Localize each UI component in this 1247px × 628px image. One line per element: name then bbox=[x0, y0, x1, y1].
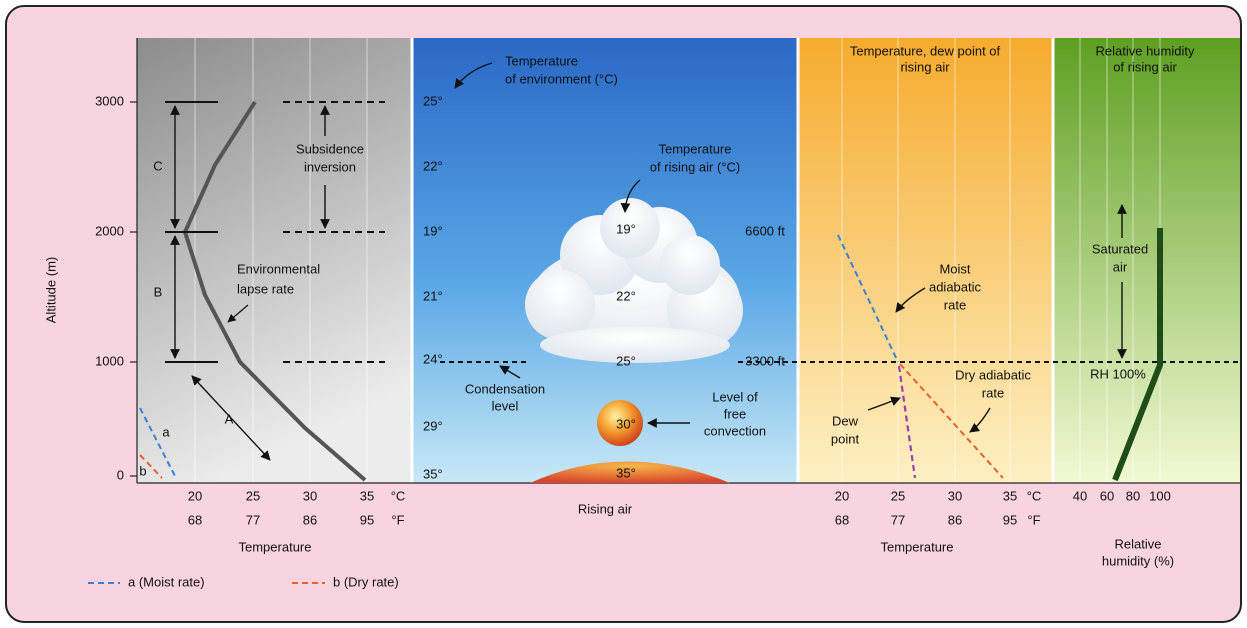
celsius-tick-label: 25 bbox=[246, 488, 260, 503]
celsius-tick-label: 30 bbox=[303, 488, 317, 503]
unit-label: °F bbox=[391, 512, 404, 527]
axis-label: Temperature bbox=[881, 539, 954, 554]
altitude-tick-label: 1000 bbox=[95, 353, 124, 368]
line-label: b bbox=[139, 463, 146, 478]
page: 3000 2000 1000 0 Altitude (m) C B A Subsidence in… bbox=[0, 0, 1247, 628]
condensation-label: Condensation bbox=[465, 381, 545, 396]
celsius-tick-label: 20 bbox=[835, 488, 849, 503]
environment-temp: 22° bbox=[423, 158, 443, 173]
celsius-tick-label: 25 bbox=[891, 488, 905, 503]
convection-label: Level of bbox=[712, 389, 758, 404]
lapse-rate-label: lapse rate bbox=[237, 281, 294, 296]
humidity-panel bbox=[1053, 38, 1240, 483]
altitude-tick-label: 3000 bbox=[95, 93, 124, 108]
fahrenheit-tick-label: 86 bbox=[948, 512, 962, 527]
environment-temp: 21° bbox=[423, 288, 443, 303]
celsius-tick-label: 35 bbox=[360, 488, 374, 503]
environment-label: Temperature bbox=[505, 53, 578, 68]
rising-temp: 25° bbox=[616, 353, 636, 368]
saturated-label: air bbox=[1113, 259, 1128, 274]
fahrenheit-tick-label: 68 bbox=[835, 512, 849, 527]
fahrenheit-tick-label: 77 bbox=[246, 512, 260, 527]
dry-label: rate bbox=[982, 385, 1004, 400]
unit-label: °F bbox=[1027, 512, 1040, 527]
line-label: a bbox=[162, 424, 170, 439]
environment-temp: 24° bbox=[423, 351, 443, 366]
environment-temp: 19° bbox=[423, 223, 443, 238]
humidity-tick-label: 40 bbox=[1073, 488, 1087, 503]
rising-temp: 22° bbox=[616, 288, 636, 303]
dew-label: Dew bbox=[832, 413, 859, 428]
panel-title: Temperature, dew point of bbox=[850, 43, 1001, 58]
rising-temp: 30° bbox=[616, 416, 636, 431]
axis-label: Temperature bbox=[239, 539, 312, 554]
panel-title: Relative humidity bbox=[1096, 43, 1195, 58]
rising-temp: 35° bbox=[616, 465, 636, 480]
layer-label: B bbox=[154, 284, 163, 299]
convection-label: convection bbox=[704, 423, 766, 438]
axis-label: Relative bbox=[1115, 536, 1162, 551]
condensation-label: level bbox=[492, 398, 519, 413]
legend-label: b (Dry rate) bbox=[333, 574, 399, 589]
dew-label: point bbox=[831, 431, 860, 446]
diagram: 3000 2000 1000 0 Altitude (m) C B A Subsidence in… bbox=[0, 0, 1247, 628]
rising-label: of rising air (°C) bbox=[650, 159, 740, 174]
layer-label: A bbox=[225, 411, 234, 426]
celsius-tick-label: 20 bbox=[188, 488, 202, 503]
moist-label: rate bbox=[944, 297, 966, 312]
fahrenheit-tick-label: 68 bbox=[188, 512, 202, 527]
legend-label: a (Moist rate) bbox=[128, 574, 205, 589]
dry-label: Dry adiabatic bbox=[955, 367, 1031, 382]
environment-temp: 29° bbox=[423, 418, 443, 433]
axis-title: Altitude (m) bbox=[43, 257, 58, 323]
fahrenheit-tick-label: 95 bbox=[360, 512, 374, 527]
altitude-tick-label: 2000 bbox=[95, 223, 124, 238]
height-label: 6600 ft bbox=[745, 223, 785, 238]
celsius-tick-label: 35 bbox=[1003, 488, 1017, 503]
moist-label: adiabatic bbox=[929, 279, 982, 294]
environment-temp: 35° bbox=[423, 466, 443, 481]
rising-temp: 19° bbox=[616, 221, 636, 236]
humidity-tick-label: 80 bbox=[1126, 488, 1140, 503]
humidity-tick-label: 100 bbox=[1149, 488, 1171, 503]
fahrenheit-tick-label: 86 bbox=[303, 512, 317, 527]
layer-label: C bbox=[153, 158, 162, 173]
unit-label: °C bbox=[1027, 488, 1042, 503]
convection-label: free bbox=[724, 406, 746, 421]
altitude-tick-label: 0 bbox=[117, 467, 124, 482]
saturated-label: Saturated bbox=[1092, 241, 1148, 256]
environment-label: of environment (°C) bbox=[505, 71, 618, 86]
height-label: 3300 ft bbox=[745, 353, 785, 368]
unit-label: °C bbox=[391, 488, 406, 503]
humidity-tick-label: 60 bbox=[1100, 488, 1114, 503]
inversion-label: inversion bbox=[304, 159, 356, 174]
celsius-tick-label: 30 bbox=[948, 488, 962, 503]
panel-title: of rising air bbox=[1113, 59, 1177, 74]
panel-title: rising air bbox=[900, 59, 950, 74]
fahrenheit-tick-label: 95 bbox=[1003, 512, 1017, 527]
rh-label: RH 100% bbox=[1090, 366, 1146, 381]
environment-temp: 25° bbox=[423, 93, 443, 108]
axis-label: humidity (%) bbox=[1102, 553, 1174, 568]
fahrenheit-tick-label: 77 bbox=[891, 512, 905, 527]
rising-label: Temperature bbox=[659, 141, 732, 156]
axis-label: Rising air bbox=[578, 501, 633, 516]
inversion-label: Subsidence bbox=[296, 141, 364, 156]
moist-label: Moist bbox=[939, 261, 970, 276]
lapse-rate-label: Environmental bbox=[237, 261, 320, 276]
